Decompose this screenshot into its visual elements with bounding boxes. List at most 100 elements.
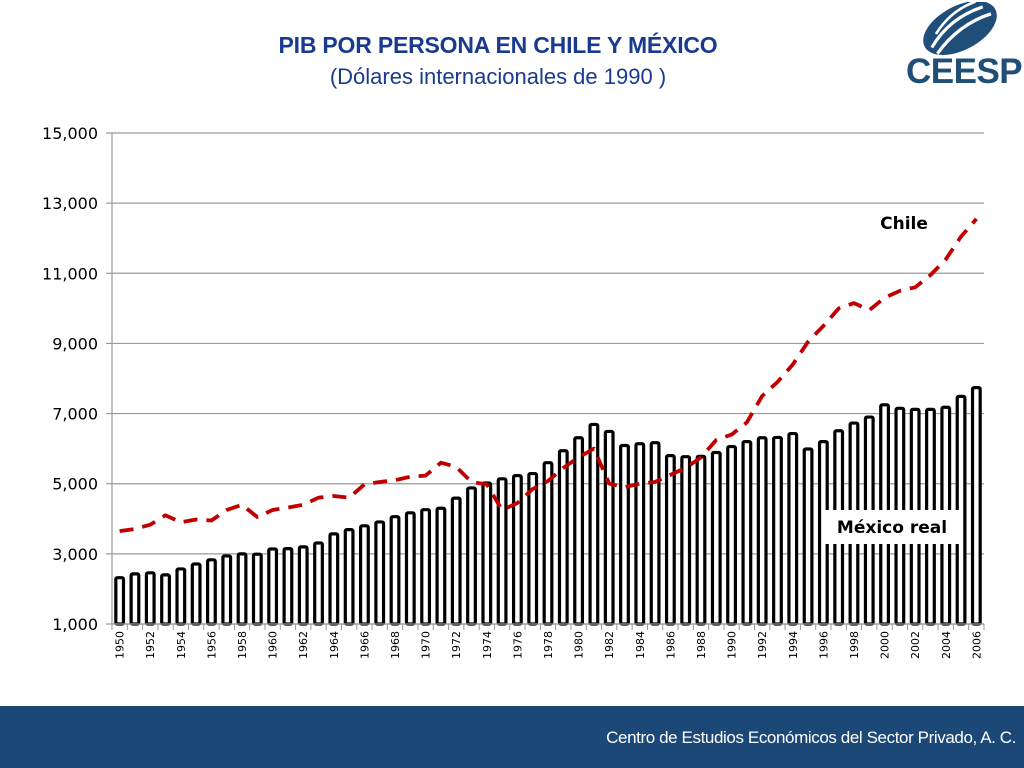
bar-1985 xyxy=(649,441,661,626)
ceesp-swoosh-logo-icon xyxy=(923,2,997,56)
bar-1980 xyxy=(573,436,585,626)
bar-1995 xyxy=(802,447,814,626)
x-tick-label: 1956 xyxy=(205,631,218,659)
y-tick-label: 7,000 xyxy=(52,405,98,424)
annotation-mexico: México real xyxy=(837,518,947,538)
x-tick-label: 1974 xyxy=(481,631,494,659)
x-tick-label: 1996 xyxy=(817,631,830,659)
annotations: Chile México real xyxy=(824,214,960,544)
bar-1961 xyxy=(282,546,294,626)
bar-2006 xyxy=(970,386,982,626)
x-tick-label: 1958 xyxy=(236,631,249,659)
bar-1991 xyxy=(741,440,753,626)
footer-text: Centro de Estudios Económicos del Sector… xyxy=(606,728,1016,747)
bar-1957 xyxy=(221,554,233,626)
x-tick-label: 2006 xyxy=(970,631,983,659)
y-tick-label: 11,000 xyxy=(42,264,98,283)
bar-1965 xyxy=(343,528,355,626)
x-tick-label: 1980 xyxy=(573,631,586,659)
bar-1984 xyxy=(634,442,646,626)
bar-1973 xyxy=(466,486,477,626)
x-tick-label: 1992 xyxy=(756,631,769,659)
line-chile xyxy=(119,217,978,533)
x-tick-label: 1984 xyxy=(634,631,647,659)
x-tick-label: 1950 xyxy=(114,631,127,659)
x-tick-label: 1960 xyxy=(267,631,280,659)
bar-1974 xyxy=(481,481,493,626)
x-tick-label: 1954 xyxy=(175,631,188,659)
bar-1959 xyxy=(251,552,263,626)
footer-bar: Centro de Estudios Económicos del Sector… xyxy=(0,706,1024,768)
bar-1989 xyxy=(710,450,722,626)
bar-1979 xyxy=(557,449,569,626)
bar-1986 xyxy=(664,454,676,626)
chart: 1,000 3,000 5,000 7,000 9,000 11,000 13,000 15,… xyxy=(42,124,985,659)
bar-1953 xyxy=(160,573,171,626)
bar-1964 xyxy=(328,532,340,626)
bar-1972 xyxy=(450,496,462,626)
y-tick-label: 9,000 xyxy=(52,334,98,353)
bar-1963 xyxy=(313,541,324,626)
bar-1958 xyxy=(236,552,248,626)
x-tick-label: 1976 xyxy=(511,631,524,659)
y-tick-label: 5,000 xyxy=(52,475,98,494)
bar-1951 xyxy=(129,572,141,626)
x-tick-label: 1990 xyxy=(726,631,739,659)
bar-1971 xyxy=(435,506,447,626)
x-tick-label: 1966 xyxy=(358,631,371,659)
x-tick-label: 1964 xyxy=(328,631,341,659)
bar-1978 xyxy=(542,461,554,626)
bar-1988 xyxy=(695,454,707,626)
x-tick-label: 1972 xyxy=(450,631,463,659)
x-tick-label: 1986 xyxy=(664,631,677,659)
bar-1952 xyxy=(144,571,156,626)
annotation-chile: Chile xyxy=(880,214,928,234)
bar-1970 xyxy=(420,508,432,626)
y-axis-ticks: 1,000 3,000 5,000 7,000 9,000 11,000 13,000 15,… xyxy=(42,124,112,634)
annotation-mexico-box xyxy=(824,510,960,544)
x-tick-label: 2000 xyxy=(879,631,892,659)
bar-1954 xyxy=(175,567,187,626)
x-tick-label: 1962 xyxy=(297,631,310,659)
bar-1993 xyxy=(772,435,783,626)
x-tick-label: 2002 xyxy=(909,631,922,659)
bar-1987 xyxy=(680,455,692,626)
y-tick-label: 1,000 xyxy=(52,615,98,634)
x-tick-label: 1952 xyxy=(144,631,157,659)
bar-series-mexico xyxy=(114,386,982,626)
y-tick-label: 13,000 xyxy=(42,194,98,213)
bar-1968 xyxy=(389,515,401,626)
logo-text: CEESP xyxy=(906,52,1023,91)
x-tick-label: 1988 xyxy=(695,631,708,659)
page-subtitle: (Dólares internacionales de 1990 ) xyxy=(329,64,667,89)
page-title: PIB POR PERSONA EN CHILE Y MÉXICO xyxy=(278,32,718,58)
y-tick-label: 15,000 xyxy=(42,124,98,143)
x-tick-label: 1982 xyxy=(603,631,616,659)
bar-1976 xyxy=(511,474,523,626)
bar-1994 xyxy=(787,431,799,626)
x-tick-label: 1970 xyxy=(420,631,433,659)
x-tick-label: 1978 xyxy=(542,631,555,659)
bar-1981 xyxy=(588,422,600,626)
bar-1975 xyxy=(496,477,508,626)
bar-1955 xyxy=(190,562,202,626)
bar-1966 xyxy=(358,524,370,626)
x-tick-label: 1994 xyxy=(787,631,800,659)
bar-1962 xyxy=(297,545,309,626)
x-axis-ticks: 1950 1952 1954 1956 1958 1960 1962 1964 1966 1968… xyxy=(111,623,985,659)
bar-1982 xyxy=(603,429,615,626)
line-series-chile xyxy=(119,217,978,533)
bar-1956 xyxy=(206,558,217,626)
x-tick-label: 1968 xyxy=(389,631,402,659)
bar-1992 xyxy=(756,436,768,626)
bar-1960 xyxy=(267,547,279,626)
bar-1990 xyxy=(726,444,738,626)
x-tick-label: 2004 xyxy=(940,631,953,659)
bar-1977 xyxy=(527,471,539,626)
y-tick-label: 3,000 xyxy=(52,545,98,564)
bar-1969 xyxy=(404,511,416,626)
bar-1983 xyxy=(619,443,630,626)
bar-1950 xyxy=(114,576,126,626)
x-tick-label: 1998 xyxy=(848,631,861,659)
bar-1967 xyxy=(374,520,386,626)
